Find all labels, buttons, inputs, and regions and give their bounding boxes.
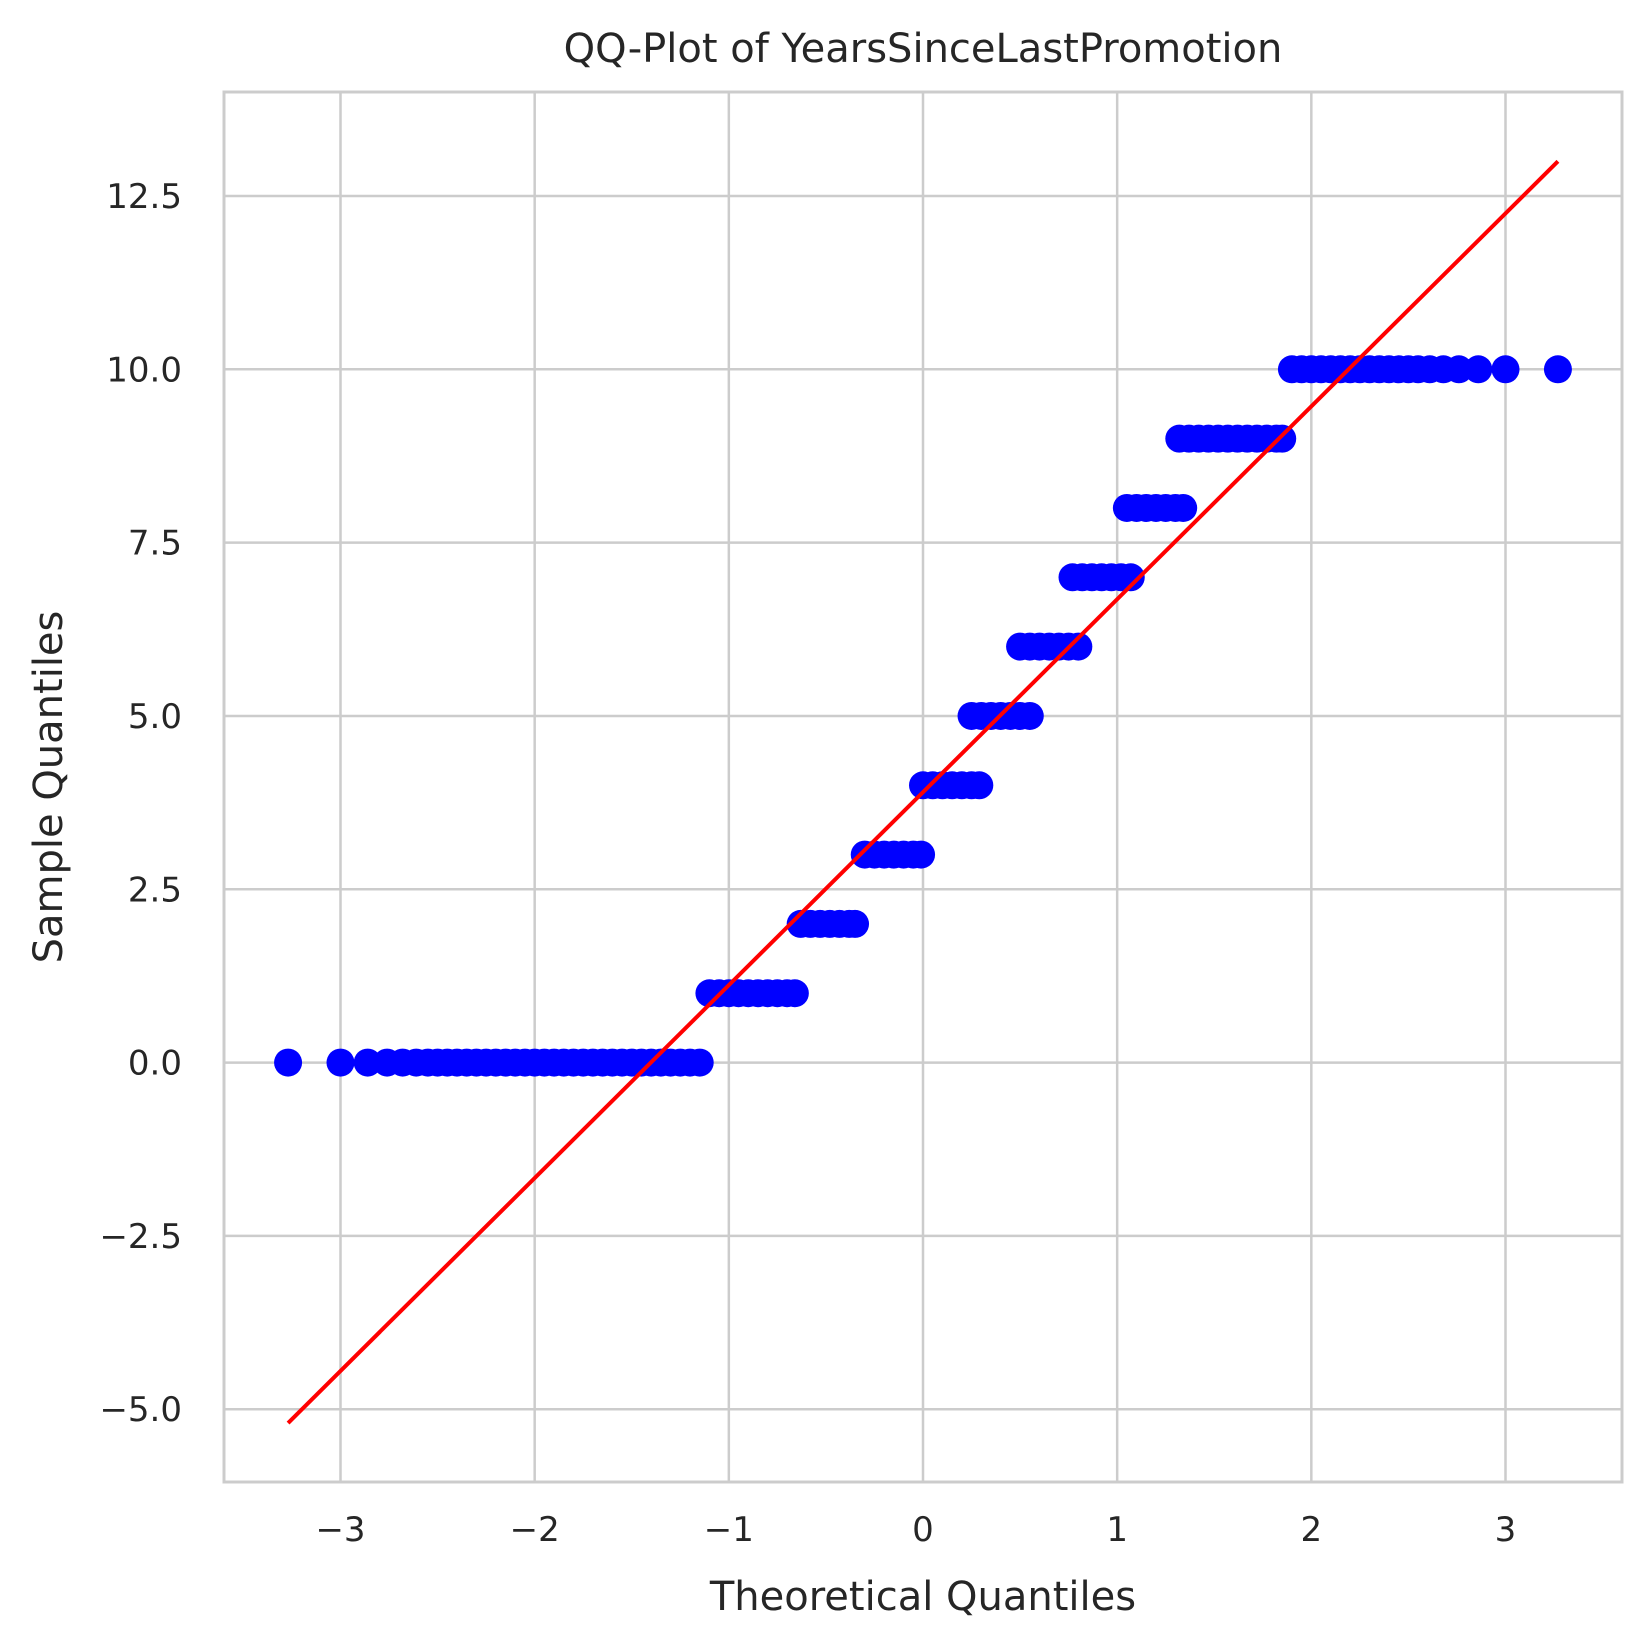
data-point [1543,355,1572,384]
data-point [1064,632,1093,661]
x-tick-label: 3 [1495,1510,1517,1550]
tick-labels: −3 −2 −1 0 1 2 3 −5.0 −2.5 0.0 2.5 5.0 7.5 10.0 12.5 [99,177,1516,1550]
x-tick-label: −2 [510,1510,560,1550]
y-tick-label: 10.0 [106,350,182,390]
x-tick-label: 2 [1301,1510,1323,1550]
y-tick-label: −5.0 [99,1390,182,1430]
x-tick-label: −3 [315,1510,365,1550]
y-tick-label: 2.5 [128,870,182,910]
y-tick-label: 0.0 [128,1044,182,1084]
data-point [907,840,936,869]
data-point [1116,563,1145,592]
x-axis-label: Theoretical Quantiles [709,1574,1136,1620]
data-point [1491,355,1520,384]
data-point [1268,424,1297,453]
data-point [1464,355,1493,384]
y-axis-label: Sample Quantiles [26,611,72,964]
y-tick-label: 12.5 [106,177,182,217]
data-point [274,1048,303,1077]
data-point [1015,701,1044,730]
data-point [685,1048,714,1077]
y-tick-label: 5.0 [128,697,182,737]
data-point [1169,493,1198,522]
data-point [353,1048,382,1077]
data-point [326,1048,355,1077]
y-tick-label: 7.5 [128,524,182,564]
data-point [841,909,870,938]
plot-area [274,159,1572,1425]
x-tick-label: 1 [1106,1510,1128,1550]
y-tick-label: −2.5 [99,1217,182,1257]
data-point [1444,355,1473,384]
x-tick-label: 0 [912,1510,934,1550]
data-point [780,979,809,1008]
x-tick-label: −1 [704,1510,754,1550]
data-point [965,771,994,800]
chart-title: QQ-Plot of YearsSinceLastPromotion [564,26,1283,72]
axes-frame [222,90,1624,1484]
reference-line [286,159,1560,1425]
